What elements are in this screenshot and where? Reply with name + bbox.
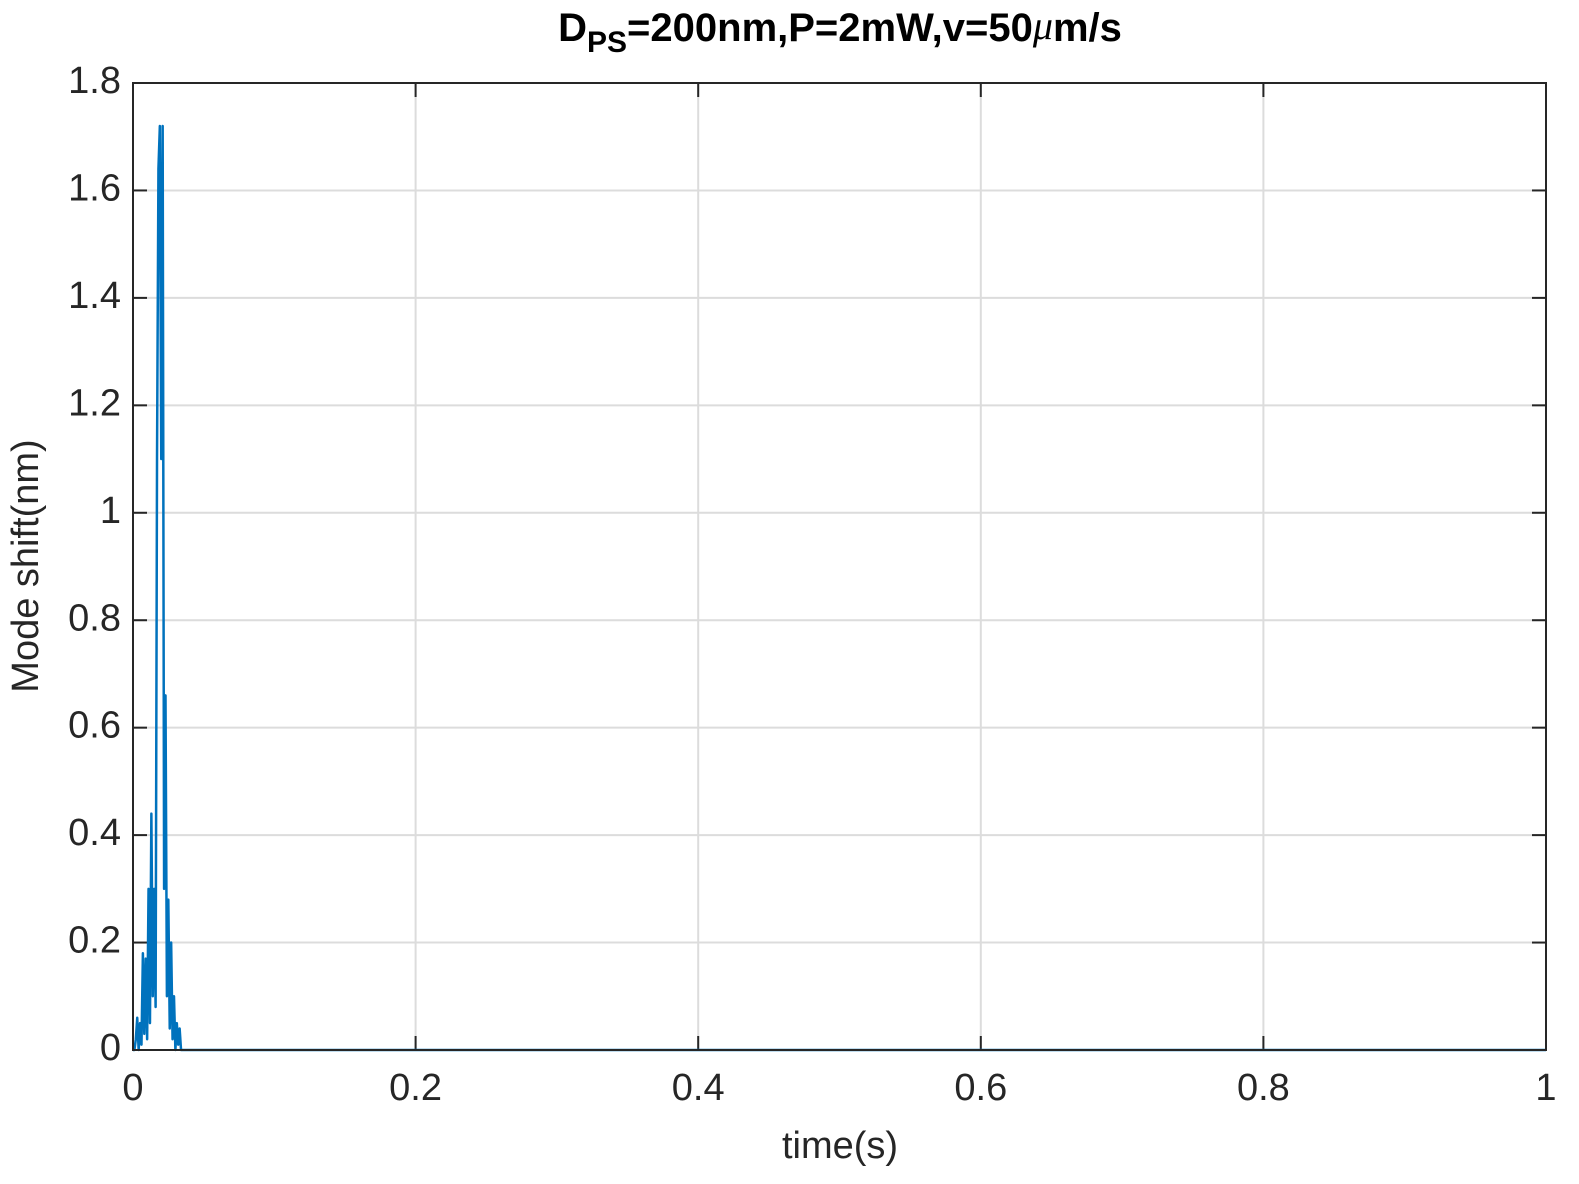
title-part: =200nm,P=2mW,v=50 — [627, 6, 1033, 50]
x-tick-label: 0.2 — [389, 1067, 442, 1109]
title-part: D — [558, 6, 587, 50]
y-tick-label: 1.6 — [68, 167, 121, 209]
y-tick-label: 0.8 — [68, 597, 121, 639]
y-tick-label: 0.6 — [68, 705, 121, 747]
plot-frame — [132, 82, 1547, 1051]
x-tick-label: 0.4 — [672, 1067, 725, 1109]
title-part: m/s — [1053, 6, 1122, 50]
x-tick-label: 1 — [1535, 1067, 1556, 1109]
x-tick-label: 0.6 — [954, 1067, 1007, 1109]
y-tick-label: 1.8 — [68, 60, 121, 102]
y-tick-label: 0.4 — [68, 812, 121, 854]
y-tick-label: 0.2 — [68, 920, 121, 962]
title-part: μ — [1032, 3, 1053, 48]
x-axis-label: time(s) — [782, 1125, 898, 1167]
y-tick-label: 0 — [100, 1027, 121, 1069]
x-tick-label: 0.8 — [1237, 1067, 1290, 1109]
data-line — [133, 124, 1546, 1052]
y-tick-label: 1 — [100, 490, 121, 532]
x-tick-label: 0 — [122, 1067, 143, 1109]
y-axis-label: Mode shift(nm) — [5, 439, 47, 692]
chart-title: DPS=200nm,P=2mW,v=50μm/s — [558, 3, 1122, 59]
y-tick-label: 1.2 — [68, 382, 121, 424]
y-tick-label: 1.4 — [68, 275, 121, 317]
title-subscript: PS — [587, 26, 627, 59]
